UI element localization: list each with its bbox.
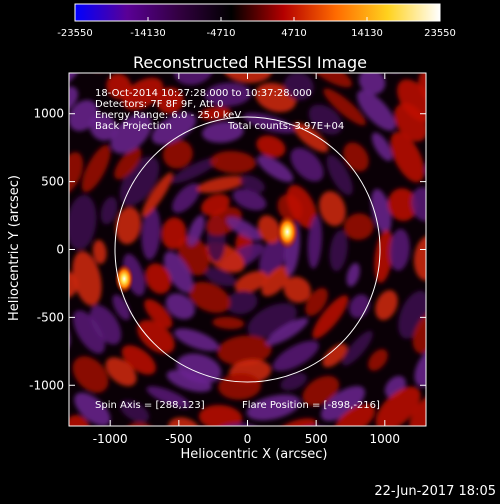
colorbar-tick-label: 14130	[351, 28, 383, 39]
fringe-blob	[85, 40, 126, 77]
fringe-blob	[486, 234, 499, 268]
colorbar: -23550 -14130 -4710 4710 14130 23550	[57, 4, 456, 39]
colorbar-gradient	[75, 4, 440, 21]
x-tick-label: 0	[244, 432, 252, 446]
y-tick-label: 0	[56, 243, 64, 257]
annotation-counts: Total counts: 3.97E+04	[227, 121, 344, 132]
chart-title: Reconstructed RHESSI Image	[133, 53, 367, 72]
fringe-blob	[474, 286, 497, 329]
fringe-blob	[442, 128, 466, 157]
fringe-blob	[459, 180, 482, 223]
fringe-blob	[0, 320, 23, 354]
fringe-blob	[443, 330, 490, 384]
annotation-time: 18-Oct-2014 10:27:28.000 to 10:37:28.000	[95, 88, 312, 99]
footer-timestamp: 22-Jun-2017 18:05	[374, 484, 496, 499]
annotation-energy: Energy Range: 6.0 - 25.0 keV	[95, 110, 241, 121]
colorbar-tick-label: -4710	[206, 28, 235, 39]
fringe-blob	[450, 118, 488, 157]
fringe-blob	[469, 165, 500, 217]
fringe-blob	[12, 51, 48, 89]
fringe-blob	[196, 486, 247, 500]
colorbar-tick-label: -14130	[130, 28, 165, 39]
fringe-blob	[13, 123, 57, 175]
y-axis-label: Heliocentric Y (arcsec)	[7, 175, 22, 321]
y-tick-label: -500	[37, 310, 64, 324]
fringe-blob	[458, 248, 486, 274]
x-axis-label: Heliocentric X (arcsec)	[181, 447, 328, 462]
fringe-blob	[92, 454, 123, 483]
x-tick-label: 500	[305, 432, 328, 446]
fringe-blob	[27, 197, 47, 243]
annotation-detectors: Detectors: 7F 8F 9F, Att 0	[95, 99, 223, 110]
colorbar-tick-label: 4710	[281, 28, 306, 39]
colorbar-tick-label: 23550	[424, 28, 456, 39]
fringe-blob	[30, 339, 68, 382]
fringe-blob	[427, 196, 458, 251]
fringe-blob	[314, 465, 350, 491]
fringe-blob	[31, 258, 49, 286]
fringe-blob	[220, 473, 263, 495]
fringe-blob	[421, 151, 458, 185]
flare-source	[115, 264, 134, 294]
fringe-blob	[437, 300, 470, 333]
x-tick-label: 1000	[370, 432, 401, 446]
y-tick-label: 1000	[33, 107, 64, 121]
fringe-blob	[434, 261, 458, 304]
y-tick-label: 500	[41, 175, 64, 189]
x-tick-label: -1000	[93, 432, 128, 446]
annotation-spin-axis: Spin Axis = [288,123]	[95, 400, 205, 411]
colorbar-tick-label: -23550	[57, 28, 92, 39]
fringe-blob	[0, 104, 21, 140]
annotation-flare-position: Flare Position = [-898,-216]	[242, 400, 380, 411]
fringe-blob	[0, 325, 11, 364]
y-tick-label: -1000	[29, 378, 64, 392]
fringe-blob	[137, 476, 185, 500]
fringe-blob	[170, 461, 202, 482]
flare-source	[276, 214, 298, 249]
x-tick-label: -500	[165, 432, 192, 446]
fringe-blob	[266, 483, 294, 500]
annotation-method: Back Projection	[95, 121, 172, 132]
